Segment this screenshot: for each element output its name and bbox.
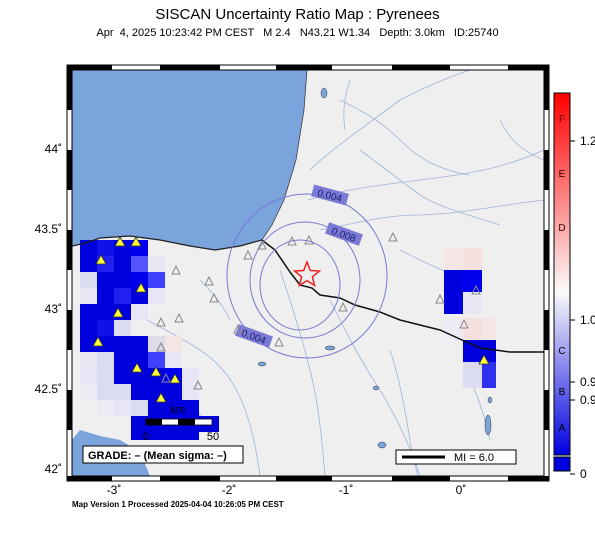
map-subtitle: Apr 4, 2025 10:23:42 PM CEST M 2.4 N43.2… <box>96 27 499 39</box>
map-title: SISCAN Uncertainty Ratio Map : Pyrenees <box>155 6 440 23</box>
station-triangle-icon <box>204 275 214 286</box>
station-triangle-icon <box>459 318 469 329</box>
ocean-area <box>72 70 308 251</box>
station-triangle-icon <box>156 341 166 352</box>
colorbar: F E D C B A 1.2 1.0 0.9 0.9 0 <box>553 92 595 481</box>
station-triangle-icon <box>304 234 314 245</box>
svg-text:0: 0 <box>580 467 587 481</box>
svg-text:D: D <box>558 223 565 234</box>
uncertainty-grid-east <box>444 248 496 388</box>
svg-text:km: km <box>171 404 186 416</box>
svg-text:1.0: 1.0 <box>580 313 595 327</box>
svg-text:42.5˚: 42.5˚ <box>35 382 62 396</box>
station-triangle-icon <box>209 292 219 303</box>
station-triangle-icon <box>156 316 166 327</box>
processing-footer: Map Version 1 Processed 2025-04-04 10:26… <box>72 500 284 509</box>
svg-text:-1˚: -1˚ <box>339 483 354 497</box>
station-triangle-icon <box>193 379 203 390</box>
station-triangle-icon <box>150 366 162 377</box>
svg-text:E: E <box>559 169 566 180</box>
svg-text:0˚: 0˚ <box>456 483 467 497</box>
station-triangle-icon <box>287 235 297 246</box>
france-spain-border <box>261 239 544 353</box>
station-triangle-icon <box>171 264 181 275</box>
station-triangle-icon <box>169 373 181 384</box>
svg-text:0: 0 <box>143 431 149 443</box>
svg-text:F: F <box>559 114 565 125</box>
station-triangle-icon <box>131 362 143 373</box>
station-triangle-icon <box>435 293 445 304</box>
svg-text:B: B <box>559 387 566 398</box>
station-triangle-icon <box>161 372 171 383</box>
station-triangle-icon <box>274 336 284 347</box>
station-triangle-icon <box>338 301 348 312</box>
lat-tick-labels: 44˚ 43.5˚ 43˚ 42.5˚ 42˚ <box>35 142 62 476</box>
stations-inactive <box>156 231 481 390</box>
scale-bar: km 0 50 <box>143 404 219 443</box>
station-triangle-icon <box>92 336 104 347</box>
station-triangle-icon <box>257 239 267 250</box>
svg-text:A: A <box>559 423 566 434</box>
svg-text:MI = 6.0: MI = 6.0 <box>454 452 494 464</box>
mi-box: MI = 6.0 <box>395 449 517 465</box>
grade-box: GRADE: – (Mean sigma: –) <box>82 445 244 464</box>
station-triangle-icon <box>233 323 243 334</box>
svg-text:0.9: 0.9 <box>580 393 595 407</box>
station-triangle-icon <box>135 282 147 293</box>
svg-text:43.5˚: 43.5˚ <box>35 222 62 236</box>
svg-text:50: 50 <box>207 431 219 443</box>
station-triangle-icon <box>388 231 398 242</box>
station-triangle-icon <box>155 392 167 403</box>
svg-text:-2˚: -2˚ <box>222 483 237 497</box>
station-triangle-icon <box>130 236 142 247</box>
map-frame <box>66 64 550 482</box>
svg-text:42˚: 42˚ <box>45 462 62 476</box>
lakes <box>257 87 493 449</box>
station-triangle-icon <box>174 312 184 323</box>
svg-text:44˚: 44˚ <box>45 142 62 156</box>
svg-text:C: C <box>558 346 565 357</box>
station-triangle-icon <box>243 249 253 260</box>
station-triangle-icon <box>95 254 107 265</box>
svg-text:1.2: 1.2 <box>580 134 595 148</box>
station-triangle-icon <box>478 354 490 365</box>
station-triangle-icon <box>471 284 481 295</box>
svg-text:0.9: 0.9 <box>580 375 595 389</box>
stations-active <box>92 236 490 403</box>
svg-text:-3˚: -3˚ <box>107 483 122 497</box>
epicenter-star-icon[interactable] <box>292 259 322 288</box>
uncertainty-grid-west <box>80 240 219 440</box>
station-triangle-icon <box>114 236 126 247</box>
svg-text:GRADE: – (Mean sigma: –): GRADE: – (Mean sigma: –) <box>88 450 227 462</box>
lon-tick-labels: -3˚ -2˚ -1˚ 0˚ <box>107 483 467 497</box>
svg-text:43˚: 43˚ <box>45 302 62 316</box>
uncertainty-contours <box>226 193 388 359</box>
station-triangle-icon <box>112 307 124 318</box>
